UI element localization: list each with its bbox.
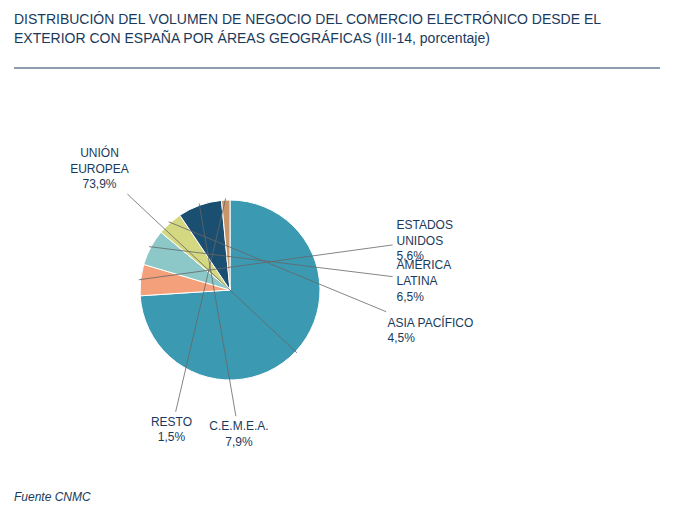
category-line: EUROPEA — [70, 162, 129, 176]
leader-line — [149, 247, 392, 277]
category-line: LATINA — [397, 274, 438, 288]
chart-svg: DISTRIBUCIÓN DEL VOLUMEN DE NEGOCIO DEL … — [0, 0, 674, 513]
leader-line — [127, 194, 297, 353]
slice-label: ESTADOSUNIDOS5,6% — [397, 218, 453, 263]
category-label: ASIA PACÍFICO — [388, 315, 474, 330]
leader-line — [169, 222, 387, 312]
leader-line — [199, 204, 236, 417]
value-label: 6,5% — [397, 290, 425, 304]
category-line: C.E.M.E.A. — [209, 419, 268, 433]
category-line: AMÉRICA — [397, 257, 452, 272]
slice-label: ASIA PACÍFICO4,5% — [388, 315, 474, 346]
category-label: AMÉRICA LATINA — [397, 257, 452, 288]
title-line: DISTRIBUCIÓN DEL VOLUMEN DE NEGOCIO DEL … — [14, 11, 601, 27]
leader-lines — [127, 194, 392, 416]
category-line: UNIÓN — [80, 145, 119, 160]
leader-line — [139, 245, 393, 280]
category-line: UNIDOS — [397, 234, 444, 248]
category-label: ESTADOS UNIDOS — [397, 218, 453, 248]
value-label: 73,9% — [82, 177, 116, 191]
category-line: ASIA PACÍFICO — [388, 315, 474, 330]
slice-label: C.E.M.E.A. 7,9% — [209, 419, 268, 449]
category-label: UNIÓN EUROPEA — [70, 145, 129, 176]
value-label: 7,9% — [225, 435, 253, 449]
title-rule — [14, 68, 660, 69]
pie-slice — [180, 200, 230, 290]
title-line: EXTERIOR CON ESPAÑA POR ÁREAS GEOGRÁFICA… — [14, 30, 490, 46]
category-label: C.E.M.E.A. — [209, 419, 268, 433]
background — [0, 0, 674, 513]
title: DISTRIBUCIÓN DEL VOLUMEN DE NEGOCIO DEL … — [14, 11, 601, 46]
slice-label: UNIÓN EUROPEA73,9% — [70, 145, 129, 191]
value-label: 4,5% — [388, 331, 416, 345]
category-label: RESTO — [151, 415, 192, 429]
chart-container: DISTRIBUCIÓN DEL VOLUMEN DE NEGOCIO DEL … — [0, 0, 674, 513]
slice-label: RESTO1,5% — [151, 415, 192, 445]
labels: UNIÓNEUROPEA73,9%ESTADOSUNIDOS5,6%AMÉRIC… — [70, 145, 473, 449]
category-line: ESTADOS — [397, 218, 453, 232]
category-line: RESTO — [151, 415, 192, 429]
value-label: 1,5% — [158, 430, 186, 444]
leader-line — [176, 198, 226, 411]
slice-label: AMÉRICA LATINA 6,5% — [397, 257, 452, 303]
source-note: Fuente CNMC — [14, 490, 91, 504]
